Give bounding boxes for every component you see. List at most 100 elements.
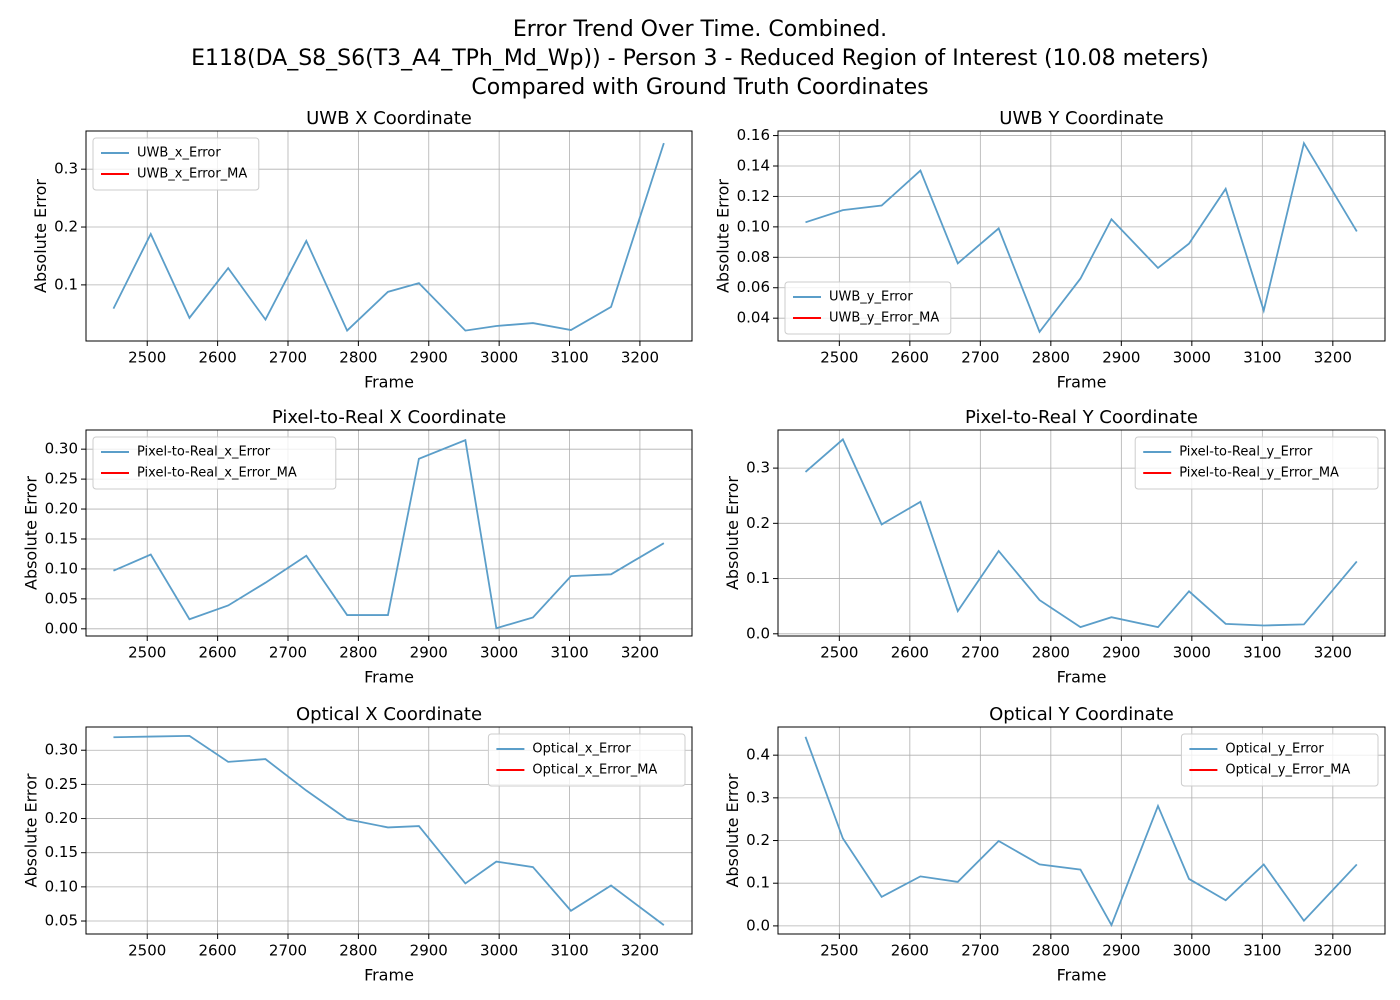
x-tick-label: 3100 xyxy=(550,644,588,662)
y-tick-label: 0.2 xyxy=(54,218,78,236)
y-tick-label: 0.1 xyxy=(746,874,770,892)
x-tick-label: 3000 xyxy=(480,942,518,960)
y-tick-label: 0.1 xyxy=(746,569,770,587)
legend-box xyxy=(1134,436,1379,490)
y-tick-label: 0.15 xyxy=(45,529,78,547)
x-tick-label: 3100 xyxy=(550,349,588,367)
x-tick-label: 2500 xyxy=(820,349,858,367)
legend-label: Optical_x_Error xyxy=(532,742,631,757)
y-tick-label: 0.14 xyxy=(737,157,770,175)
subplot-title: UWB Y Coordinate xyxy=(999,108,1163,129)
x-tick-label: 2900 xyxy=(1102,942,1140,960)
x-tick-label: 2700 xyxy=(269,942,307,960)
legend-box xyxy=(92,137,260,191)
x-tick-label: 2800 xyxy=(339,349,377,367)
y-tick-label: 0.15 xyxy=(45,843,78,861)
y-tick-label: 0.3 xyxy=(54,160,78,178)
x-tick-label: 3200 xyxy=(1314,349,1352,367)
subplot-title: Pixel-to-Real Y Coordinate xyxy=(965,407,1198,428)
y-axis-label: Absolute Error xyxy=(22,476,41,590)
data-line xyxy=(113,734,665,926)
legend-box xyxy=(784,281,952,335)
y-tick-label: 0.3 xyxy=(746,459,770,477)
figure-title: E118(DA_S8_S6(T3_A4_TPh_Md_Wp)) - Person… xyxy=(191,46,1209,71)
x-tick-label: 3200 xyxy=(1314,942,1352,960)
y-tick-label: 0.2 xyxy=(746,831,770,849)
x-tick-label: 2900 xyxy=(410,644,448,662)
y-tick-label: 0.12 xyxy=(737,187,770,205)
x-tick-label: 2600 xyxy=(199,349,237,367)
y-tick-label: 0.3 xyxy=(746,788,770,806)
x-axis-label: Frame xyxy=(364,373,414,392)
subplot-title: Pixel-to-Real X Coordinate xyxy=(272,407,506,428)
x-tick-label: 2700 xyxy=(961,349,999,367)
legend: UWB_x_Error UWB_x_Error_MA xyxy=(92,137,260,191)
data-line xyxy=(804,736,1358,928)
y-tick-label: 0.0 xyxy=(746,624,770,642)
x-tick-label: 3100 xyxy=(550,942,588,960)
plot-frame xyxy=(777,726,1386,935)
plot-frame xyxy=(85,429,693,637)
y-axis-label: Absolute Error xyxy=(31,179,50,293)
figure-title: Error Trend Over Time. Combined. xyxy=(513,17,887,42)
data-line xyxy=(804,437,1358,629)
plot-frame xyxy=(777,130,1386,342)
plot-frame xyxy=(777,429,1386,637)
y-tick-label: 0.1 xyxy=(54,275,78,293)
y-tick-label: 0.20 xyxy=(45,500,78,518)
x-tick-label: 3000 xyxy=(480,644,518,662)
y-tick-label: 0.25 xyxy=(45,775,78,793)
x-tick-label: 2800 xyxy=(1032,942,1070,960)
y-tick-label: 0.10 xyxy=(737,217,770,235)
x-tick-label: 2800 xyxy=(1032,349,1070,367)
x-tick-label: 2600 xyxy=(891,942,929,960)
legend-label: Pixel-to-Real_x_Error xyxy=(137,445,271,460)
legend: Optical_y_Error Optical_y_Error_MA xyxy=(1180,733,1379,787)
x-tick-label: 2700 xyxy=(961,942,999,960)
y-tick-label: 0.06 xyxy=(737,278,770,296)
legend-label: UWB_y_Error_MA xyxy=(829,311,939,326)
y-tick-label: 0.4 xyxy=(746,746,770,764)
legend: UWB_y_Error UWB_y_Error_MA xyxy=(784,281,952,335)
x-tick-label: 3000 xyxy=(480,349,518,367)
x-tick-label: 2600 xyxy=(891,349,929,367)
x-tick-label: 2800 xyxy=(339,644,377,662)
x-tick-label: 2500 xyxy=(128,644,166,662)
plot-frame xyxy=(85,726,693,935)
legend-box xyxy=(487,733,686,787)
legend-label: Optical_y_Error_MA xyxy=(1225,763,1350,778)
x-tick-label: 2800 xyxy=(339,942,377,960)
y-tick-label: 0.04 xyxy=(737,309,770,327)
y-tick-label: 0.20 xyxy=(45,809,78,827)
y-axis-label: Absolute Error xyxy=(22,773,41,887)
y-tick-label: 0.25 xyxy=(45,470,78,488)
y-tick-label: 0.05 xyxy=(45,912,78,930)
x-tick-label: 3100 xyxy=(1243,644,1281,662)
legend: Pixel-to-Real_y_Error Pixel-to-Real_y_Err… xyxy=(1134,436,1379,490)
x-tick-label: 3200 xyxy=(1314,644,1352,662)
legend-label: Optical_y_Error xyxy=(1225,742,1324,757)
x-tick-label: 3200 xyxy=(621,942,659,960)
x-tick-label: 2500 xyxy=(128,349,166,367)
legend-label: Pixel-to-Real_x_Error_MA xyxy=(137,466,297,481)
legend: Optical_x_Error Optical_x_Error_MA xyxy=(487,733,686,787)
x-tick-label: 2900 xyxy=(1102,644,1140,662)
x-tick-label: 2500 xyxy=(820,644,858,662)
x-tick-label: 2700 xyxy=(961,644,999,662)
y-axis-label: Absolute Error xyxy=(714,179,733,293)
x-tick-label: 3000 xyxy=(1173,942,1211,960)
legend-label: UWB_x_Error xyxy=(137,146,221,161)
x-tick-label: 3100 xyxy=(1243,942,1281,960)
figure-title: Compared with Ground Truth Coordinates xyxy=(471,75,928,100)
x-tick-label: 3200 xyxy=(621,349,659,367)
x-tick-label: 2900 xyxy=(1102,349,1140,367)
legend-label: UWB_x_Error_MA xyxy=(137,167,247,182)
subplot-title: Optical Y Coordinate xyxy=(989,704,1174,725)
y-tick-label: 0.10 xyxy=(45,877,78,895)
x-tick-label: 2900 xyxy=(410,349,448,367)
x-tick-label: 2700 xyxy=(269,644,307,662)
subplot-title: Optical X Coordinate xyxy=(296,704,482,725)
subplot-title: UWB X Coordinate xyxy=(306,108,472,129)
x-axis-label: Frame xyxy=(364,668,414,687)
